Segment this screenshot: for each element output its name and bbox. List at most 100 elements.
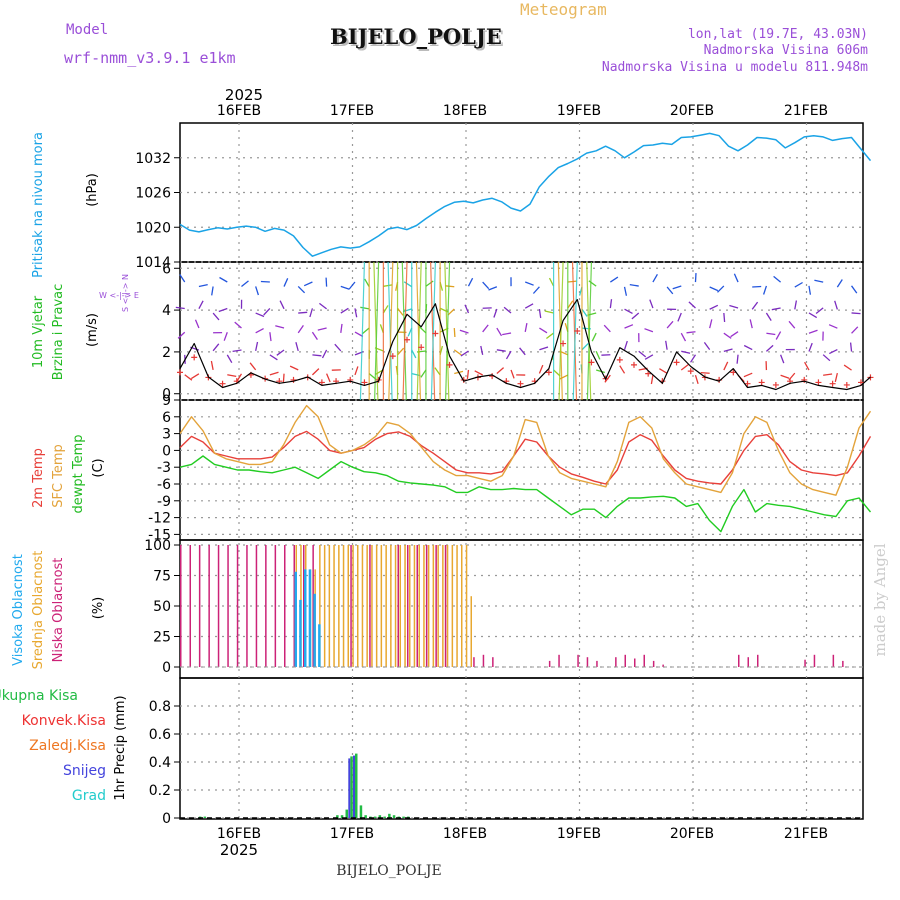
wind-barb xyxy=(255,286,260,296)
wind-barb xyxy=(210,360,214,370)
wind-barb xyxy=(672,285,682,290)
wind-barb xyxy=(510,369,515,379)
mid-cloud-bar xyxy=(328,545,331,667)
low-cloud-bar xyxy=(548,660,551,667)
model-name: wrf-nmm_v3.9.1 e1km xyxy=(64,49,236,67)
wind-gust-mark xyxy=(843,381,850,388)
low-cloud-bar xyxy=(369,545,371,667)
precip-tick-label-2: 0.4 xyxy=(149,755,171,771)
wind-barb xyxy=(694,273,697,283)
wind-barb xyxy=(814,279,824,283)
low-cloud-bar xyxy=(634,658,636,667)
wind-barb xyxy=(418,326,427,334)
wind-stream xyxy=(586,261,592,401)
wind-barb xyxy=(361,327,370,335)
mid-cloud-bar xyxy=(456,545,458,667)
wind-barb xyxy=(829,348,838,355)
mid-cloud-bar xyxy=(418,545,420,667)
model-label: Model xyxy=(66,22,108,38)
mid-cloud-bar xyxy=(371,545,373,667)
wind-barb xyxy=(823,373,833,376)
wind-stream xyxy=(558,261,564,401)
wind-barb xyxy=(794,300,798,310)
wind-barb xyxy=(834,300,838,310)
temp-ylabel-dew: dewpt Temp xyxy=(71,434,86,513)
low-cloud-bar xyxy=(577,654,579,667)
wind-gust-mark xyxy=(801,376,808,383)
wind-barb xyxy=(397,307,404,316)
top-date-0: 16FEB xyxy=(217,103,261,119)
low-cloud-bar xyxy=(473,657,475,667)
low-cloud-bar xyxy=(255,545,258,667)
wind-barb xyxy=(241,280,249,288)
axis-labels: 10141020102610320246-15-12-9-6-303690255… xyxy=(135,151,180,827)
wind-barb xyxy=(532,286,540,294)
precip-ylabel: 1hr Precip (mm) xyxy=(113,695,128,800)
high-cloud-bar xyxy=(299,599,302,667)
mid-cloud-bar xyxy=(380,545,383,667)
wind-barb xyxy=(733,273,739,283)
bottom-date-1: 17FEB xyxy=(330,826,374,842)
wind-barb xyxy=(730,331,739,338)
wind-barb xyxy=(223,332,228,341)
temp-ylabel-sfc: SFC Temp xyxy=(51,444,66,508)
mid-cloud-bar xyxy=(427,545,430,667)
chart-marks xyxy=(175,132,874,819)
wind-barb xyxy=(325,277,328,287)
wind-stream xyxy=(388,261,394,401)
wind-barb xyxy=(539,346,549,351)
wind-barb xyxy=(603,324,611,333)
wind-gust-mark xyxy=(858,379,864,386)
low-cloud-bar xyxy=(643,654,645,667)
cloud-tick-label-1: 25 xyxy=(153,630,171,646)
wind-barb xyxy=(723,312,726,323)
low-cloud-bar xyxy=(227,545,229,667)
wind-barb xyxy=(466,369,470,379)
wind-gust-mark xyxy=(815,379,822,386)
wind-barb xyxy=(467,277,474,287)
temp-tick-label-6: 3 xyxy=(162,427,171,443)
wind-barb xyxy=(354,331,364,338)
mid-cloud-bar xyxy=(366,545,368,667)
wind-barb xyxy=(666,320,674,329)
wind-gust-mark xyxy=(616,356,623,363)
top-date-2: 18FEB xyxy=(443,103,487,119)
temp-tick-label-4: -3 xyxy=(157,460,171,476)
wind-barb xyxy=(717,285,725,293)
precip-tick-label-4: 0.8 xyxy=(149,699,171,715)
wind-barb xyxy=(411,349,417,359)
low-cloud-bar xyxy=(444,545,447,667)
pressure-tick-label-0: 1014 xyxy=(135,255,171,271)
wind-stream xyxy=(586,261,593,401)
wind-barb xyxy=(629,283,639,287)
pressure-series-line xyxy=(179,132,872,257)
wind-barb xyxy=(340,307,349,314)
wind-barb xyxy=(283,278,289,287)
wind-barb xyxy=(482,324,489,333)
wind-barb xyxy=(334,343,342,352)
mid-cloud-bar xyxy=(409,545,411,667)
high-cloud-bar xyxy=(313,593,316,667)
low-cloud-bar xyxy=(312,545,314,667)
wind-stream xyxy=(402,261,408,401)
wind-barb xyxy=(723,361,729,371)
wind-barb xyxy=(445,285,455,288)
precip-tick-label-3: 0.6 xyxy=(149,727,171,743)
cloud-ylabel-low: Niska Oblacnost xyxy=(51,558,66,663)
wind-barb xyxy=(524,281,534,286)
wind-speed-line xyxy=(179,299,871,391)
mid-cloud-bar xyxy=(451,545,454,667)
low-cloud-bar xyxy=(198,545,201,667)
wind-barb xyxy=(762,285,768,295)
low-cloud-bar xyxy=(435,545,437,667)
wind-gust-mark xyxy=(404,336,410,343)
wind-barb xyxy=(631,312,640,320)
mid-cloud-bar xyxy=(352,545,354,667)
wind-barb xyxy=(480,345,484,355)
wind-barb xyxy=(623,286,628,296)
bottom-date-4: 20FEB xyxy=(670,826,714,842)
wind-barb xyxy=(544,310,554,314)
wind-stream xyxy=(415,261,422,401)
wind-barb xyxy=(279,300,285,310)
